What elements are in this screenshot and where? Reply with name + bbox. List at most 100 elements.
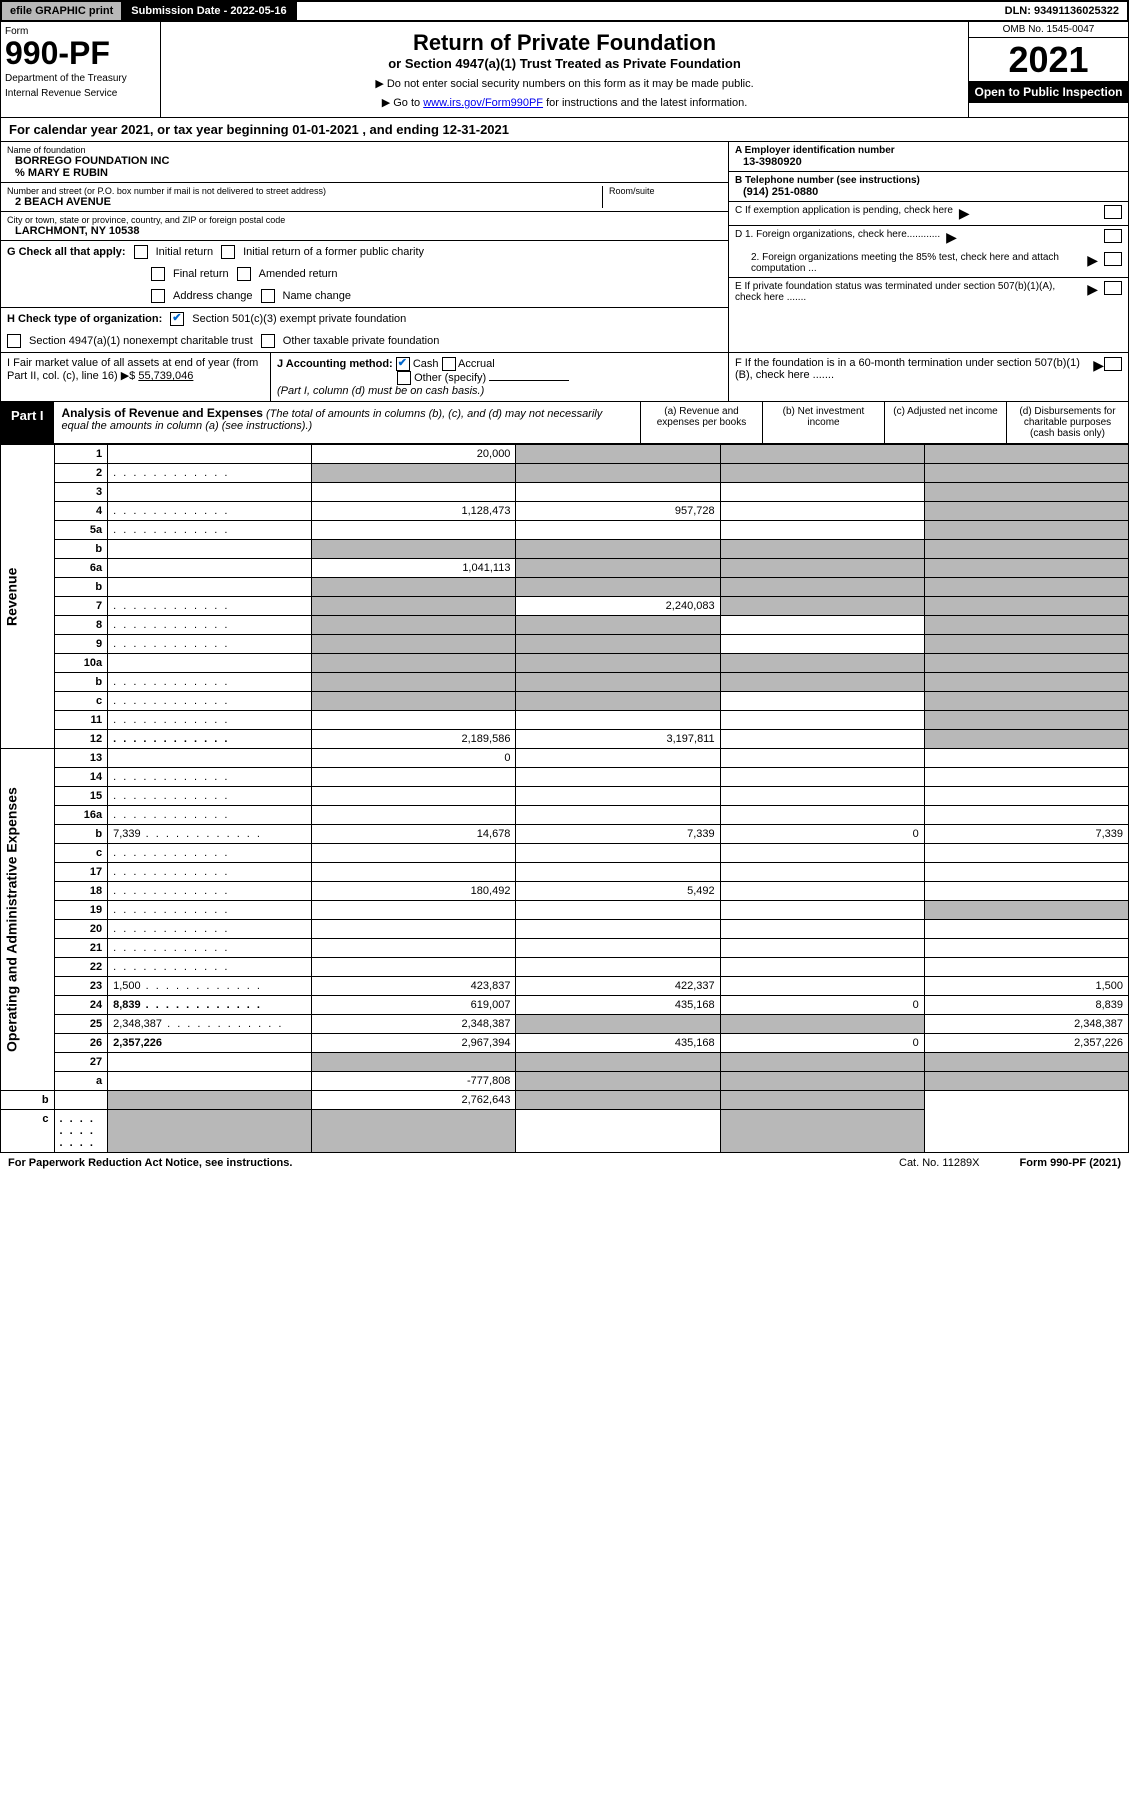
entity-info: Name of foundation BORREGO FOUNDATION IN… — [0, 142, 1129, 353]
amount-col-c — [720, 559, 924, 578]
amount-col-a — [312, 635, 516, 654]
amount-col-b: 435,168 — [516, 996, 720, 1015]
amount-col-d — [720, 1091, 924, 1110]
amount-col-a — [312, 616, 516, 635]
amount-col-a: 619,007 — [312, 996, 516, 1015]
col-c-header: (c) Adjusted net income — [884, 402, 1006, 443]
ssn-warning: ▶ Do not enter social security numbers o… — [169, 77, 960, 90]
line-description — [108, 578, 312, 597]
line-description — [108, 749, 312, 768]
4947a1-checkbox[interactable] — [7, 334, 21, 348]
amount-col-a — [312, 844, 516, 863]
amount-col-a — [312, 521, 516, 540]
amount-col-c — [720, 939, 924, 958]
line-description: 1,500 — [108, 977, 312, 996]
line-number: 20 — [54, 920, 108, 939]
line-description — [108, 768, 312, 787]
initial-return-former-checkbox[interactable] — [221, 245, 235, 259]
line-number: 6a — [54, 559, 108, 578]
f-checkbox[interactable] — [1104, 357, 1122, 371]
col-b-header: (b) Net investment income — [762, 402, 884, 443]
amount-col-a — [312, 958, 516, 977]
amount-col-a: 14,678 — [312, 825, 516, 844]
addr-label: Number and street (or P.O. box number if… — [7, 186, 602, 196]
table-row: 10a — [1, 654, 1129, 673]
amount-col-c — [720, 768, 924, 787]
table-row: b — [1, 578, 1129, 597]
line-description — [108, 540, 312, 559]
efile-print-button[interactable]: efile GRAPHIC print — [2, 2, 123, 20]
line-description — [108, 863, 312, 882]
initial-return-checkbox[interactable] — [134, 245, 148, 259]
address-change-checkbox[interactable] — [151, 289, 165, 303]
c-checkbox[interactable] — [1104, 205, 1122, 219]
amount-col-a: 20,000 — [312, 445, 516, 464]
amount-col-d — [924, 920, 1128, 939]
amount-col-d — [924, 654, 1128, 673]
line-description: 2,348,387 — [108, 1015, 312, 1034]
expenses-vlabel: Operating and Administrative Expenses — [1, 749, 55, 1091]
line-description — [108, 787, 312, 806]
cash-checkbox[interactable] — [396, 357, 410, 371]
amount-col-a — [312, 768, 516, 787]
501c3-checkbox[interactable] — [170, 312, 184, 326]
form-title: Return of Private Foundation — [169, 30, 960, 56]
line-description — [108, 673, 312, 692]
other-method-checkbox[interactable] — [397, 371, 411, 385]
name-change-checkbox[interactable] — [261, 289, 275, 303]
amount-col-b: 3,197,811 — [516, 730, 720, 749]
form990pf-link[interactable]: www.irs.gov/Form990PF — [423, 97, 543, 109]
final-return-checkbox[interactable] — [151, 267, 165, 281]
amount-col-b — [516, 1072, 720, 1091]
amount-col-b — [516, 1015, 720, 1034]
omb-number: OMB No. 1545-0047 — [969, 22, 1128, 38]
d1-checkbox[interactable] — [1104, 229, 1122, 243]
d2-checkbox[interactable] — [1104, 252, 1122, 266]
accrual-checkbox[interactable] — [442, 357, 456, 371]
line-number: 3 — [54, 483, 108, 502]
amended-return-checkbox[interactable] — [237, 267, 251, 281]
amount-col-d — [924, 521, 1128, 540]
amount-col-d — [924, 806, 1128, 825]
part1-label: Part I — [1, 402, 54, 443]
amount-col-b: 5,492 — [516, 882, 720, 901]
city-label: City or town, state or province, country… — [7, 215, 722, 225]
foundation-name: BORREGO FOUNDATION INC — [7, 155, 722, 167]
line-number: 13 — [54, 749, 108, 768]
arrow-icon: ▶ — [959, 205, 970, 222]
amount-col-b — [516, 939, 720, 958]
line-description — [108, 597, 312, 616]
e-label: E If private foundation status was termi… — [735, 281, 1081, 303]
line-description — [108, 445, 312, 464]
amount-col-a: 2,189,586 — [312, 730, 516, 749]
goto-line: ▶ Go to www.irs.gov/Form990PF for instru… — [169, 96, 960, 109]
amount-col-c — [516, 1091, 720, 1110]
table-row: 22 — [1, 958, 1129, 977]
form-header: Form 990-PF Department of the Treasury I… — [0, 22, 1129, 118]
line-description — [108, 920, 312, 939]
amount-col-c — [516, 1110, 720, 1153]
amount-col-d — [924, 578, 1128, 597]
e-checkbox[interactable] — [1104, 281, 1122, 295]
table-row: 27 — [1, 1053, 1129, 1072]
amount-col-d — [924, 1053, 1128, 1072]
col-a-header: (a) Revenue and expenses per books — [640, 402, 762, 443]
room-label: Room/suite — [609, 186, 722, 196]
line-number: c — [1, 1110, 55, 1153]
dept-treasury: Department of the Treasury — [5, 73, 156, 84]
f-label: F If the foundation is in a 60-month ter… — [735, 357, 1093, 397]
amount-col-c: 0 — [720, 825, 924, 844]
amount-col-a — [312, 464, 516, 483]
c-exemption-label: C If exemption application is pending, c… — [735, 205, 953, 216]
amount-col-a: 423,837 — [312, 977, 516, 996]
line-description — [54, 1110, 108, 1153]
amount-col-c — [720, 806, 924, 825]
amount-col-c — [720, 1072, 924, 1091]
amount-col-d — [924, 540, 1128, 559]
fmv-label: I Fair market value of all assets at end… — [7, 357, 258, 382]
other-taxable-checkbox[interactable] — [261, 334, 275, 348]
amount-col-c — [720, 920, 924, 939]
amount-col-d — [924, 711, 1128, 730]
amount-col-b — [516, 844, 720, 863]
amount-col-c — [720, 958, 924, 977]
